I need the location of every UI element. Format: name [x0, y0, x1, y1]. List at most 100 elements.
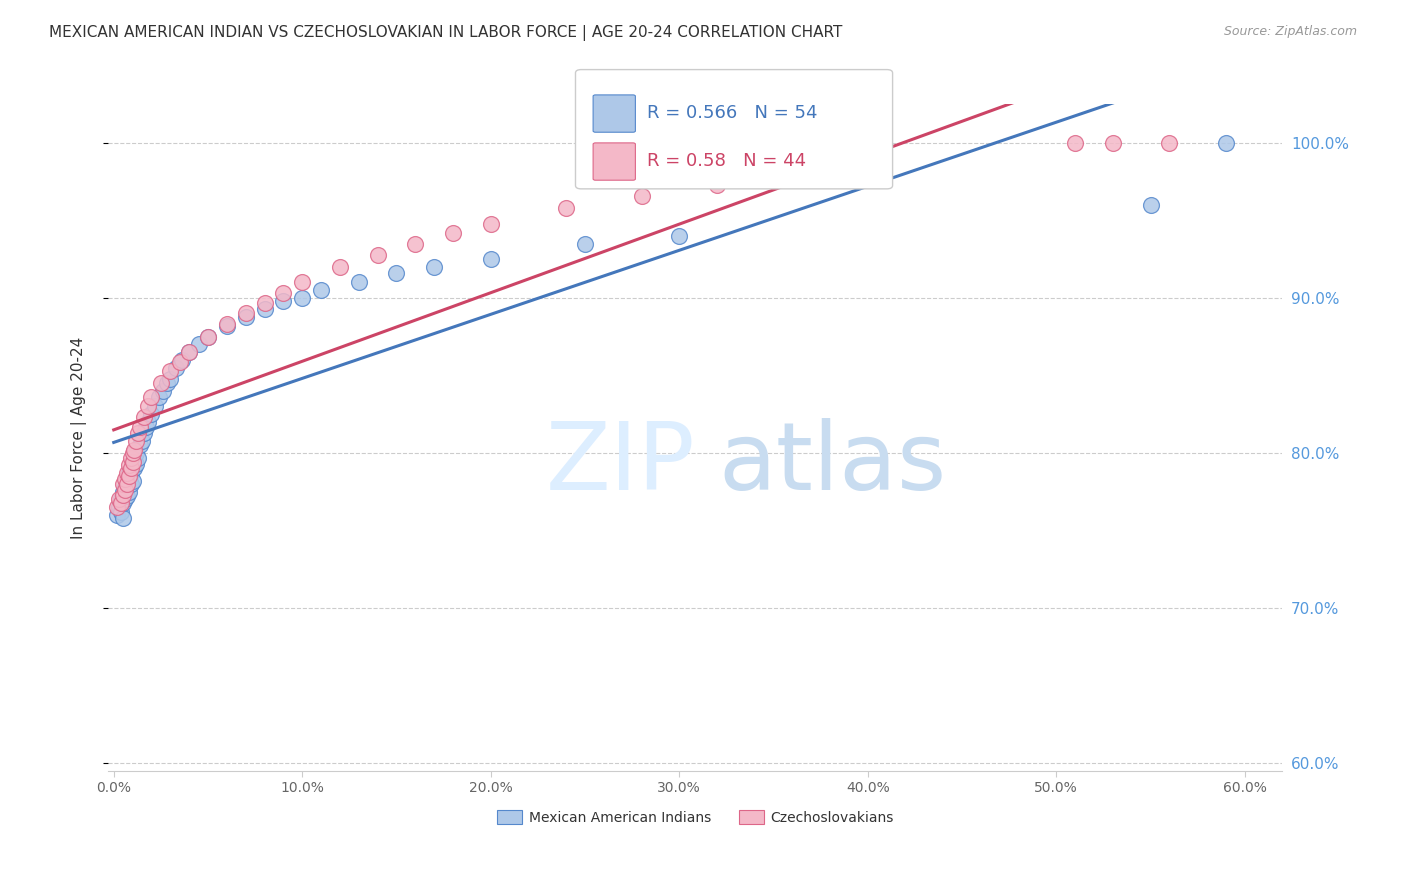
- Point: [329, 260, 352, 274]
- Point: [115, 466, 138, 480]
- Point: [479, 217, 502, 231]
- Point: [115, 477, 138, 491]
- Point: [124, 442, 146, 457]
- Point: [170, 353, 193, 368]
- Point: [132, 410, 155, 425]
- Point: [367, 247, 389, 261]
- Point: [479, 252, 502, 267]
- Point: [197, 329, 219, 343]
- Point: [273, 286, 295, 301]
- Point: [112, 488, 135, 502]
- Point: [800, 167, 823, 181]
- Point: [132, 425, 155, 440]
- Point: [441, 226, 464, 240]
- Point: [197, 329, 219, 343]
- Point: [114, 480, 136, 494]
- Point: [155, 376, 177, 391]
- Text: MEXICAN AMERICAN INDIAN VS CZECHOSLOVAKIAN IN LABOR FORCE | AGE 20-24 CORRELATIO: MEXICAN AMERICAN INDIAN VS CZECHOSLOVAKI…: [49, 25, 842, 41]
- Point: [141, 407, 163, 421]
- Point: [141, 390, 163, 404]
- Point: [118, 472, 141, 486]
- Point: [159, 364, 181, 378]
- Point: [630, 188, 652, 202]
- Point: [404, 236, 426, 251]
- Point: [179, 345, 201, 359]
- Point: [118, 484, 141, 499]
- Point: [187, 337, 209, 351]
- FancyBboxPatch shape: [593, 95, 636, 132]
- Point: [1215, 136, 1237, 150]
- Point: [114, 492, 136, 507]
- Text: R = 0.58   N = 44: R = 0.58 N = 44: [647, 152, 806, 169]
- Point: [152, 384, 174, 398]
- Point: [169, 354, 191, 368]
- Point: [309, 283, 332, 297]
- Text: ZIP: ZIP: [546, 418, 696, 510]
- Point: [347, 276, 370, 290]
- Point: [120, 466, 142, 480]
- Point: [235, 306, 257, 320]
- Point: [149, 376, 172, 391]
- Text: atlas: atlas: [718, 418, 948, 510]
- Point: [118, 465, 141, 479]
- Point: [179, 345, 201, 359]
- Point: [110, 492, 132, 507]
- Point: [124, 449, 146, 463]
- Point: [110, 495, 132, 509]
- Point: [127, 425, 149, 440]
- Point: [129, 438, 152, 452]
- Point: [165, 360, 187, 375]
- Point: [112, 477, 135, 491]
- Point: [1064, 136, 1087, 150]
- Point: [120, 450, 142, 465]
- Point: [574, 236, 596, 251]
- Point: [143, 400, 166, 414]
- Point: [112, 495, 135, 509]
- Point: [135, 419, 157, 434]
- Text: Source: ZipAtlas.com: Source: ZipAtlas.com: [1223, 25, 1357, 38]
- Point: [114, 472, 136, 486]
- Text: R = 0.566   N = 54: R = 0.566 N = 54: [647, 103, 818, 122]
- Point: [108, 500, 131, 515]
- Point: [215, 318, 238, 333]
- Point: [115, 477, 138, 491]
- Point: [112, 484, 135, 499]
- Point: [120, 477, 142, 491]
- Point: [148, 390, 170, 404]
- Point: [110, 505, 132, 519]
- Point: [118, 469, 141, 483]
- Point: [125, 434, 148, 448]
- Point: [118, 458, 141, 473]
- Point: [253, 301, 276, 316]
- Point: [235, 310, 257, 324]
- Point: [125, 446, 148, 460]
- Point: [121, 453, 143, 467]
- Point: [291, 291, 314, 305]
- Point: [121, 461, 143, 475]
- Point: [385, 266, 408, 280]
- Point: [215, 318, 238, 332]
- Point: [107, 508, 129, 522]
- Point: [1159, 136, 1181, 150]
- Point: [136, 415, 159, 429]
- Point: [159, 371, 181, 385]
- Point: [121, 446, 143, 460]
- Point: [108, 492, 131, 507]
- Point: [273, 294, 295, 309]
- Point: [121, 474, 143, 488]
- Point: [115, 489, 138, 503]
- Point: [120, 461, 142, 475]
- Point: [1139, 198, 1161, 212]
- Point: [129, 419, 152, 434]
- Point: [127, 450, 149, 465]
- Point: [706, 178, 728, 192]
- Point: [124, 461, 146, 475]
- Point: [131, 434, 153, 448]
- Point: [107, 500, 129, 515]
- Point: [125, 457, 148, 471]
- Point: [1101, 136, 1123, 150]
- Point: [253, 295, 276, 310]
- Y-axis label: In Labor Force | Age 20-24: In Labor Force | Age 20-24: [72, 336, 87, 539]
- Legend: Mexican American Indians, Czechoslovakians: Mexican American Indians, Czechoslovakia…: [491, 805, 900, 830]
- Point: [668, 229, 690, 244]
